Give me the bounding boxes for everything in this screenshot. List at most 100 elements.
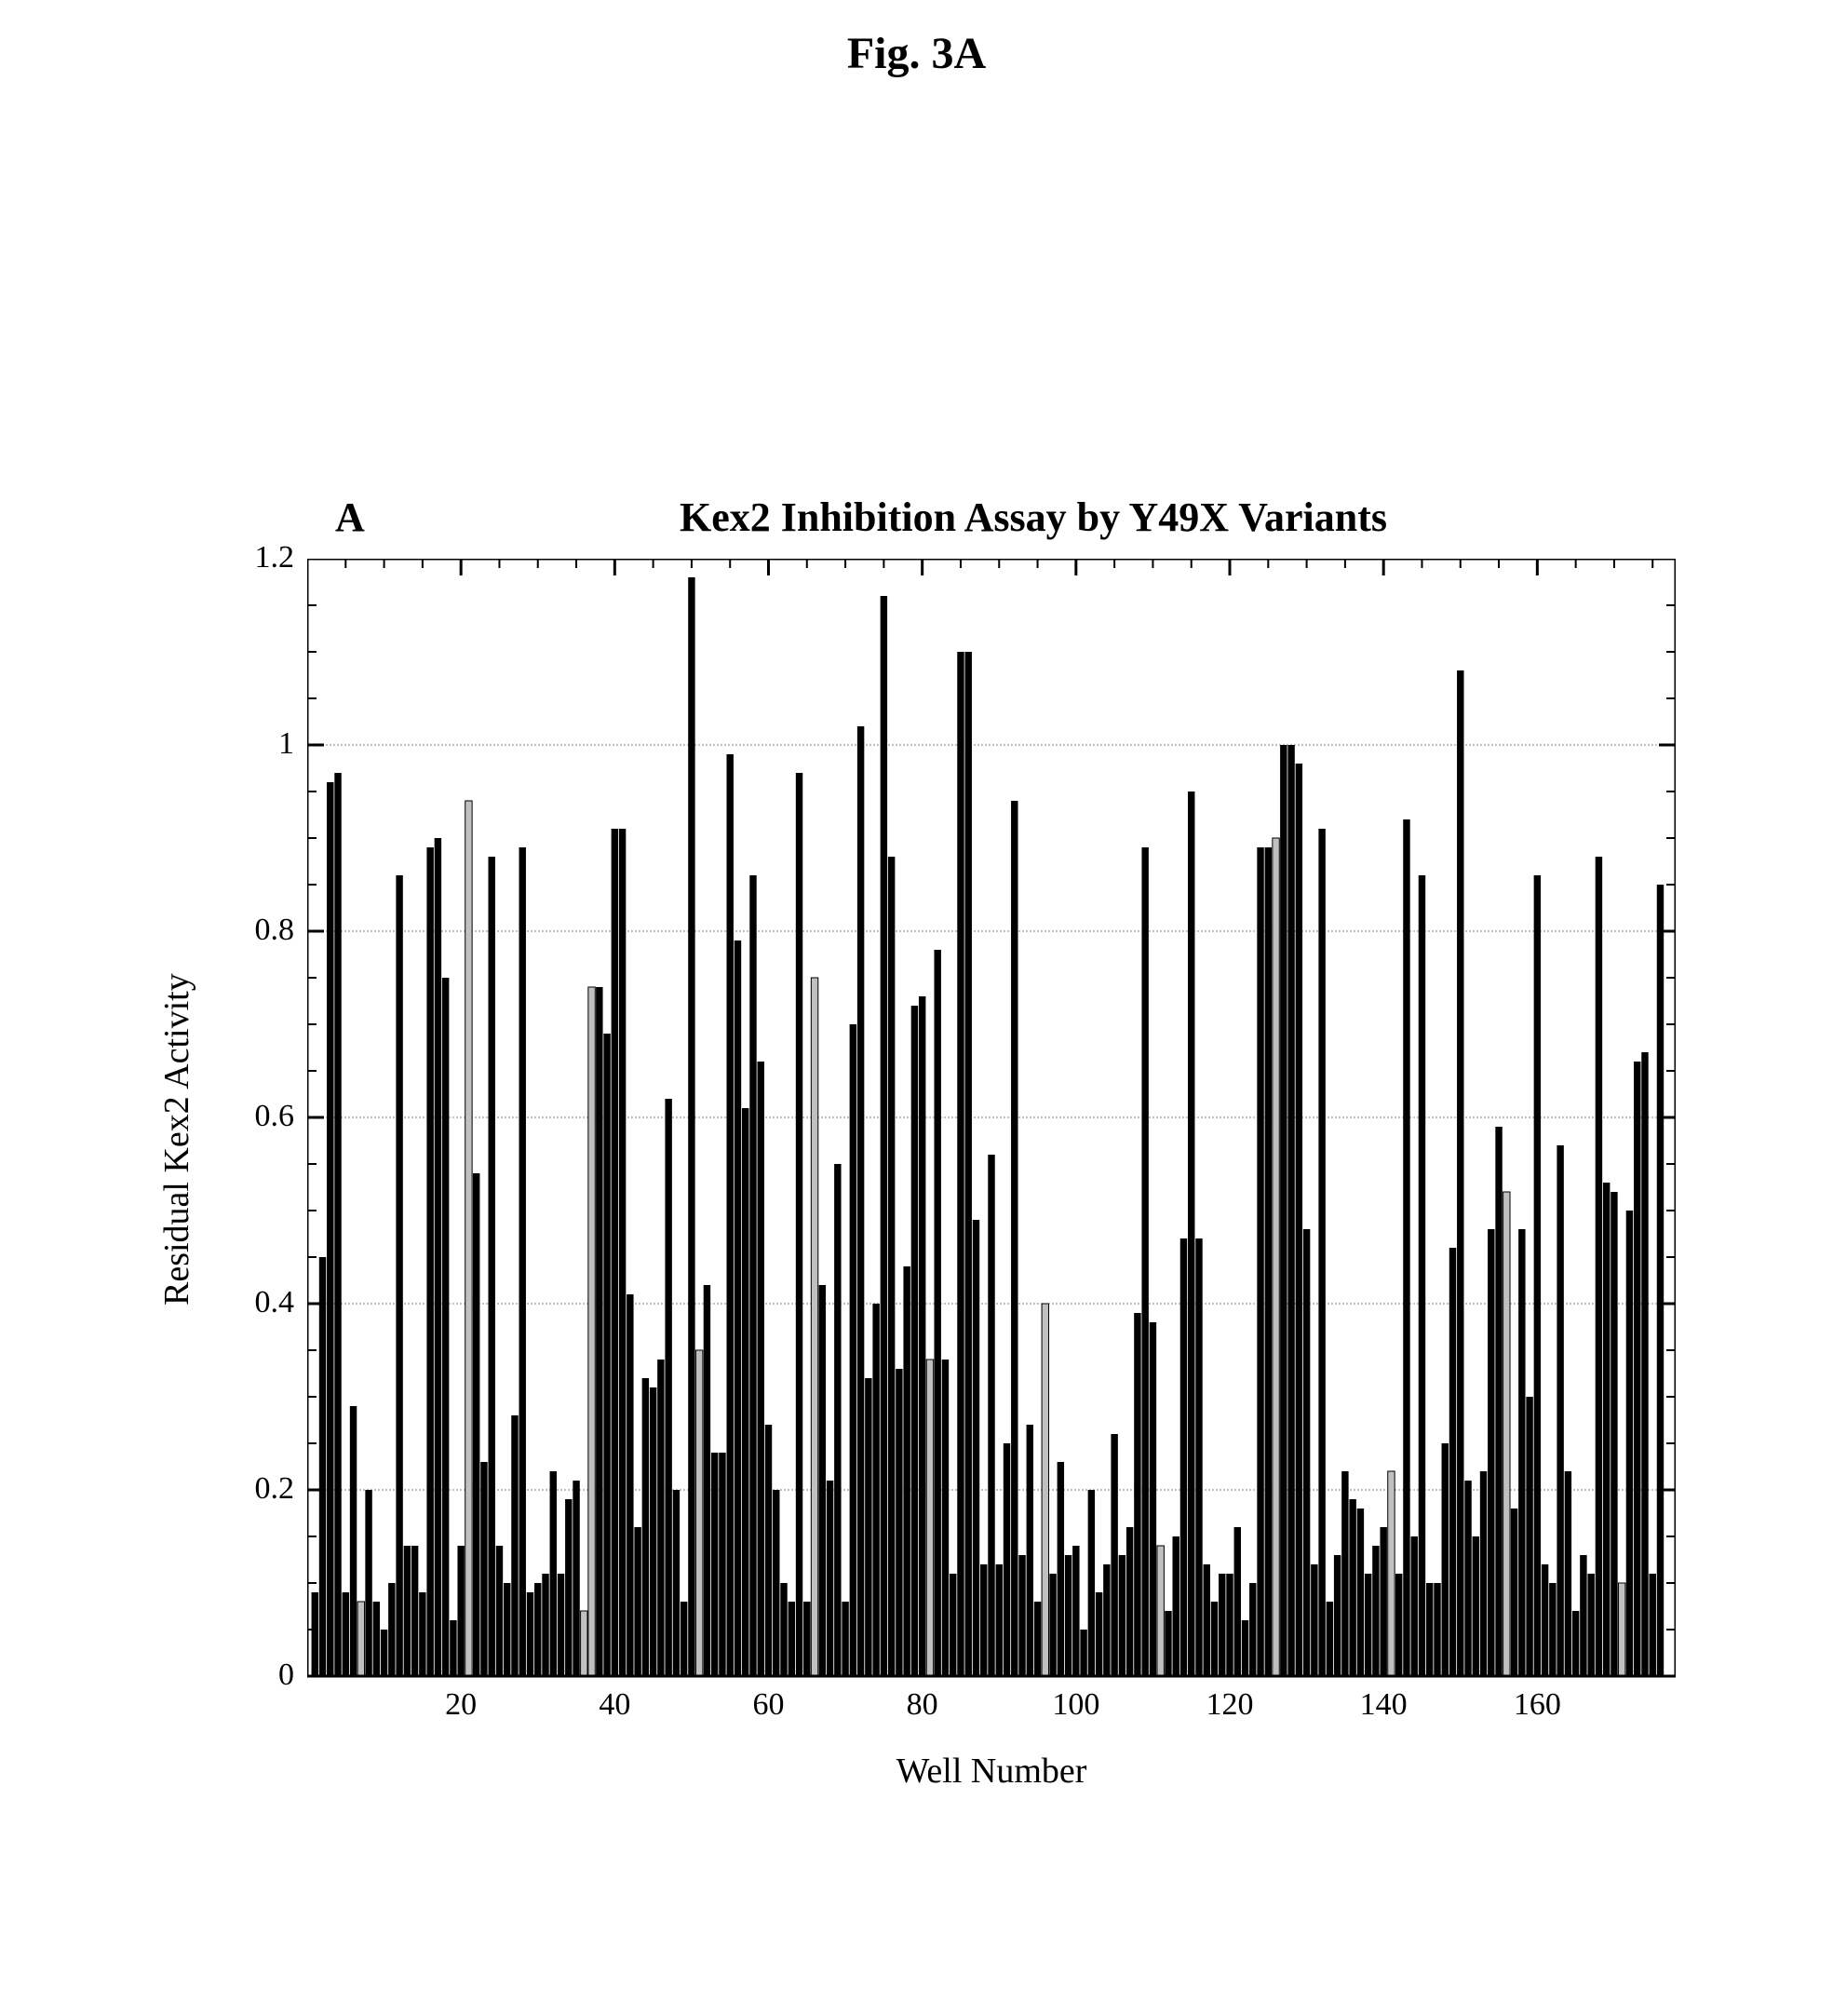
y-tick-label: 1 [278,726,294,762]
bar [688,577,694,1676]
bar [558,1574,564,1676]
bar [857,726,864,1676]
bar [312,1592,318,1676]
bar [842,1602,848,1676]
bar [957,652,964,1676]
bar [896,1369,902,1676]
bar [642,1378,649,1676]
bar [1549,1583,1556,1676]
y-tick-label: 1.2 [255,540,295,575]
bar [1534,875,1541,1676]
bar [881,596,887,1676]
bar [373,1602,380,1676]
bar [1488,1229,1494,1676]
bar [612,829,618,1676]
bar [1626,1211,1633,1676]
bar [1134,1313,1140,1676]
x-tick-label: 120 [1202,1687,1258,1723]
bar [1565,1471,1571,1676]
bar [504,1583,510,1676]
bar [1072,1546,1079,1676]
panel-letter: A [335,494,365,541]
bar [442,978,449,1676]
bar [365,1490,371,1676]
bar [457,1546,464,1676]
bar [343,1592,349,1676]
bar [519,847,526,1676]
bar [773,1490,779,1676]
bar [1318,829,1325,1676]
bar [704,1285,710,1676]
bar [1434,1583,1440,1676]
bar [1195,1238,1202,1676]
bar [465,801,472,1676]
bar [1042,1304,1048,1676]
bar [1141,847,1148,1676]
bar [480,1462,487,1676]
bar [627,1294,633,1676]
bar [1273,838,1279,1676]
bar [473,1173,479,1676]
bar [1641,1052,1648,1676]
x-tick-label: 20 [433,1687,489,1723]
bar [1249,1583,1256,1676]
bar [596,987,602,1676]
bar [1172,1536,1179,1676]
bar [1365,1574,1371,1676]
bar [1157,1546,1164,1676]
bar [1403,819,1409,1676]
bar [965,652,972,1676]
chart-plot [307,559,1676,1676]
bar [588,987,595,1676]
bar [1611,1192,1617,1676]
bar [1634,1062,1640,1676]
bar [573,1481,579,1676]
bar [950,1574,956,1676]
bar [980,1564,987,1676]
bar [1419,875,1425,1676]
bar [1327,1602,1333,1676]
x-tick-label: 40 [586,1687,642,1723]
bar [1526,1397,1532,1676]
bar [1542,1564,1548,1676]
bar [919,996,925,1676]
y-tick-label: 0.8 [255,913,295,948]
bar [404,1546,411,1676]
bar [1650,1574,1656,1676]
bar [796,773,802,1676]
bar [1287,745,1294,1676]
bar [988,1155,994,1676]
bar [1257,847,1263,1676]
bar [934,950,940,1676]
bar [1111,1434,1117,1676]
bar [550,1471,557,1676]
bar [1265,847,1272,1676]
x-tick-label: 140 [1355,1687,1411,1723]
bar [742,1108,748,1676]
bar [634,1527,640,1676]
y-tick-label: 0 [278,1657,294,1693]
bar [1027,1425,1033,1676]
bar [319,1257,326,1676]
bar [1234,1527,1241,1676]
bar [996,1564,1003,1676]
bar [1495,1127,1502,1676]
bar [1119,1555,1125,1676]
x-tick-label: 60 [741,1687,797,1723]
bar [603,1034,610,1676]
bar [1395,1574,1402,1676]
bar [1126,1527,1133,1676]
bar [1357,1509,1364,1676]
bar [735,940,741,1676]
bar [1503,1192,1510,1676]
bar [711,1453,718,1676]
bar [1464,1481,1471,1676]
bar [534,1583,541,1676]
bar [749,875,756,1676]
x-tick-label: 160 [1509,1687,1565,1723]
bar [1004,1443,1010,1676]
bar [1380,1527,1386,1676]
bar [765,1425,772,1676]
bar [1011,801,1018,1676]
bar [435,838,441,1676]
